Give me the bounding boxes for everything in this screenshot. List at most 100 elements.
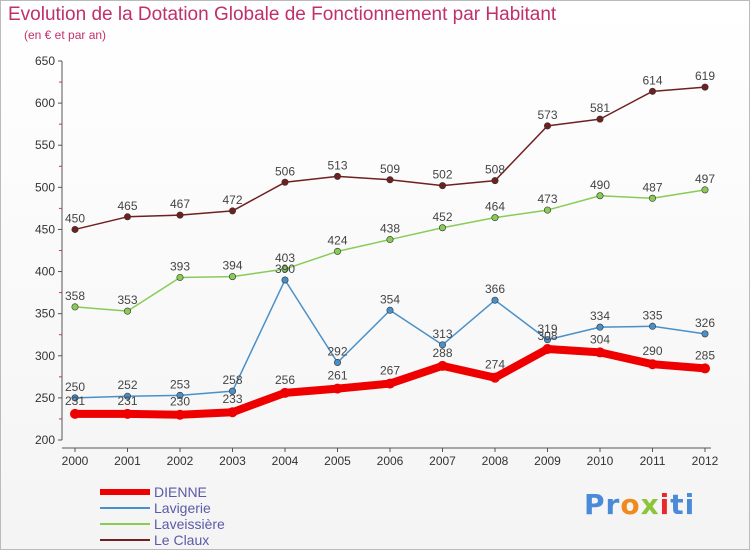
data-point-laveissi-re xyxy=(543,206,551,214)
data-label-le-claux: 465 xyxy=(117,199,137,213)
data-point-dienne xyxy=(490,372,500,383)
data-label-le-claux: 614 xyxy=(642,73,662,87)
data-point-le-claux xyxy=(438,182,446,190)
data-label-laveissi-re: 438 xyxy=(380,222,400,236)
data-label-dienne: 261 xyxy=(327,369,347,383)
data-label-le-claux: 508 xyxy=(485,163,505,177)
data-point-le-claux xyxy=(176,211,184,219)
legend-swatch xyxy=(100,539,150,541)
y-tick-label: 550 xyxy=(35,138,55,152)
data-point-lavigerie xyxy=(648,322,656,330)
data-label-dienne: 231 xyxy=(117,394,137,408)
data-point-dienne xyxy=(175,409,185,420)
data-point-le-claux xyxy=(543,122,551,130)
data-point-dienne xyxy=(122,408,133,419)
data-label-lavigerie: 250 xyxy=(65,380,85,394)
data-label-lavigerie: 292 xyxy=(327,345,347,359)
x-tick-label: 2004 xyxy=(272,454,299,468)
y-tick-label: 350 xyxy=(35,307,55,321)
data-point-lavigerie xyxy=(124,392,132,400)
data-point-lavigerie xyxy=(438,341,446,349)
data-label-laveissi-re: 497 xyxy=(695,172,715,186)
data-point-laveissi-re xyxy=(281,265,289,273)
x-tick-label: 2012 xyxy=(692,454,719,468)
x-tick-label: 2000 xyxy=(62,454,89,468)
data-label-le-claux: 450 xyxy=(65,211,85,225)
chart-subtitle: (en € et par an) xyxy=(24,28,107,42)
data-point-dienne xyxy=(227,407,238,418)
y-tick-label: 650 xyxy=(35,54,55,68)
data-label-dienne: 256 xyxy=(275,373,295,387)
data-point-laveissi-re xyxy=(176,273,184,281)
legend-item-lavigerie: Lavigerie xyxy=(100,500,300,516)
data-point-le-claux xyxy=(701,83,709,91)
data-point-le-claux xyxy=(386,176,394,184)
data-point-lavigerie xyxy=(701,330,709,338)
data-point-dienne xyxy=(385,378,395,389)
x-tick-label: 2003 xyxy=(219,454,246,468)
legend-label: Le Claux xyxy=(154,532,210,548)
data-point-dienne xyxy=(332,383,343,394)
legend-swatch xyxy=(100,489,150,495)
y-tick-label: 400 xyxy=(35,265,55,279)
data-label-lavigerie: 258 xyxy=(222,373,242,387)
data-label-dienne: 230 xyxy=(170,395,190,409)
data-label-dienne: 231 xyxy=(65,394,85,408)
legend-label: DIENNE xyxy=(154,484,207,500)
data-point-dienne xyxy=(280,387,290,398)
axes: 200 250 300 350 400 450 500 550 600 650 2000 2001 20… xyxy=(35,54,719,468)
data-point-laveissi-re xyxy=(438,224,446,232)
x-tick-label: 2005 xyxy=(324,454,351,468)
data-label-dienne: 285 xyxy=(695,348,715,362)
chart-title: Evolution de la Dotation Globale de Fonc… xyxy=(8,4,557,25)
data-label-dienne: 290 xyxy=(642,344,662,358)
x-tick-label: 2008 xyxy=(482,454,509,468)
data-label-laveissi-re: 487 xyxy=(642,180,662,194)
data-point-laveissi-re xyxy=(386,236,394,244)
data-label-laveissi-re: 464 xyxy=(485,200,505,214)
data-point-lavigerie xyxy=(333,359,341,367)
data-label-le-claux: 619 xyxy=(695,69,715,83)
data-point-laveissi-re xyxy=(701,186,709,194)
data-label-le-claux: 472 xyxy=(222,193,242,207)
data-point-lavigerie xyxy=(491,296,499,304)
legend-item-dienne: DIENNE xyxy=(100,484,300,500)
data-point-laveissi-re xyxy=(229,273,237,281)
data-label-lavigerie: 354 xyxy=(380,292,400,306)
data-label-laveissi-re: 353 xyxy=(117,293,137,307)
data-point-dienne xyxy=(700,363,710,374)
legend-swatch xyxy=(100,523,150,525)
data-point-lavigerie xyxy=(596,323,604,331)
labels-layer: 450 465 467 472 506 513 509 502 508 573 581 614 619 3… xyxy=(65,69,715,409)
legend-item-laveissiere: Laveissière xyxy=(100,516,300,532)
data-label-lavigerie: 366 xyxy=(485,282,505,296)
data-label-laveissi-re: 394 xyxy=(222,259,242,273)
data-label-le-claux: 573 xyxy=(537,108,557,122)
x-tick-label: 2010 xyxy=(587,454,614,468)
x-tick-label: 2007 xyxy=(429,454,456,468)
data-label-lavigerie: 313 xyxy=(432,327,452,341)
data-label-laveissi-re: 424 xyxy=(327,233,347,247)
data-point-laveissi-re xyxy=(596,192,604,200)
series-layer xyxy=(70,83,710,420)
data-label-lavigerie: 252 xyxy=(117,378,137,392)
data-point-lavigerie xyxy=(229,387,237,395)
x-tick-label: 2001 xyxy=(114,454,141,468)
data-point-le-claux xyxy=(281,178,289,186)
data-point-lavigerie xyxy=(281,276,289,284)
data-point-le-claux xyxy=(124,213,132,221)
data-label-laveissi-re: 358 xyxy=(65,289,85,303)
legend-label: Lavigerie xyxy=(154,500,211,516)
data-label-laveissi-re: 490 xyxy=(590,178,610,192)
data-label-le-claux: 467 xyxy=(170,197,190,211)
data-label-dienne: 267 xyxy=(380,364,400,378)
data-point-laveissi-re xyxy=(333,247,341,255)
data-label-lavigerie: 390 xyxy=(275,262,295,276)
legend-label: Laveissière xyxy=(154,516,225,532)
data-label-le-claux: 581 xyxy=(590,101,610,115)
data-point-dienne xyxy=(542,344,553,355)
data-label-lavigerie: 319 xyxy=(537,322,557,336)
data-point-lavigerie xyxy=(543,336,551,344)
data-label-le-claux: 506 xyxy=(275,164,295,178)
